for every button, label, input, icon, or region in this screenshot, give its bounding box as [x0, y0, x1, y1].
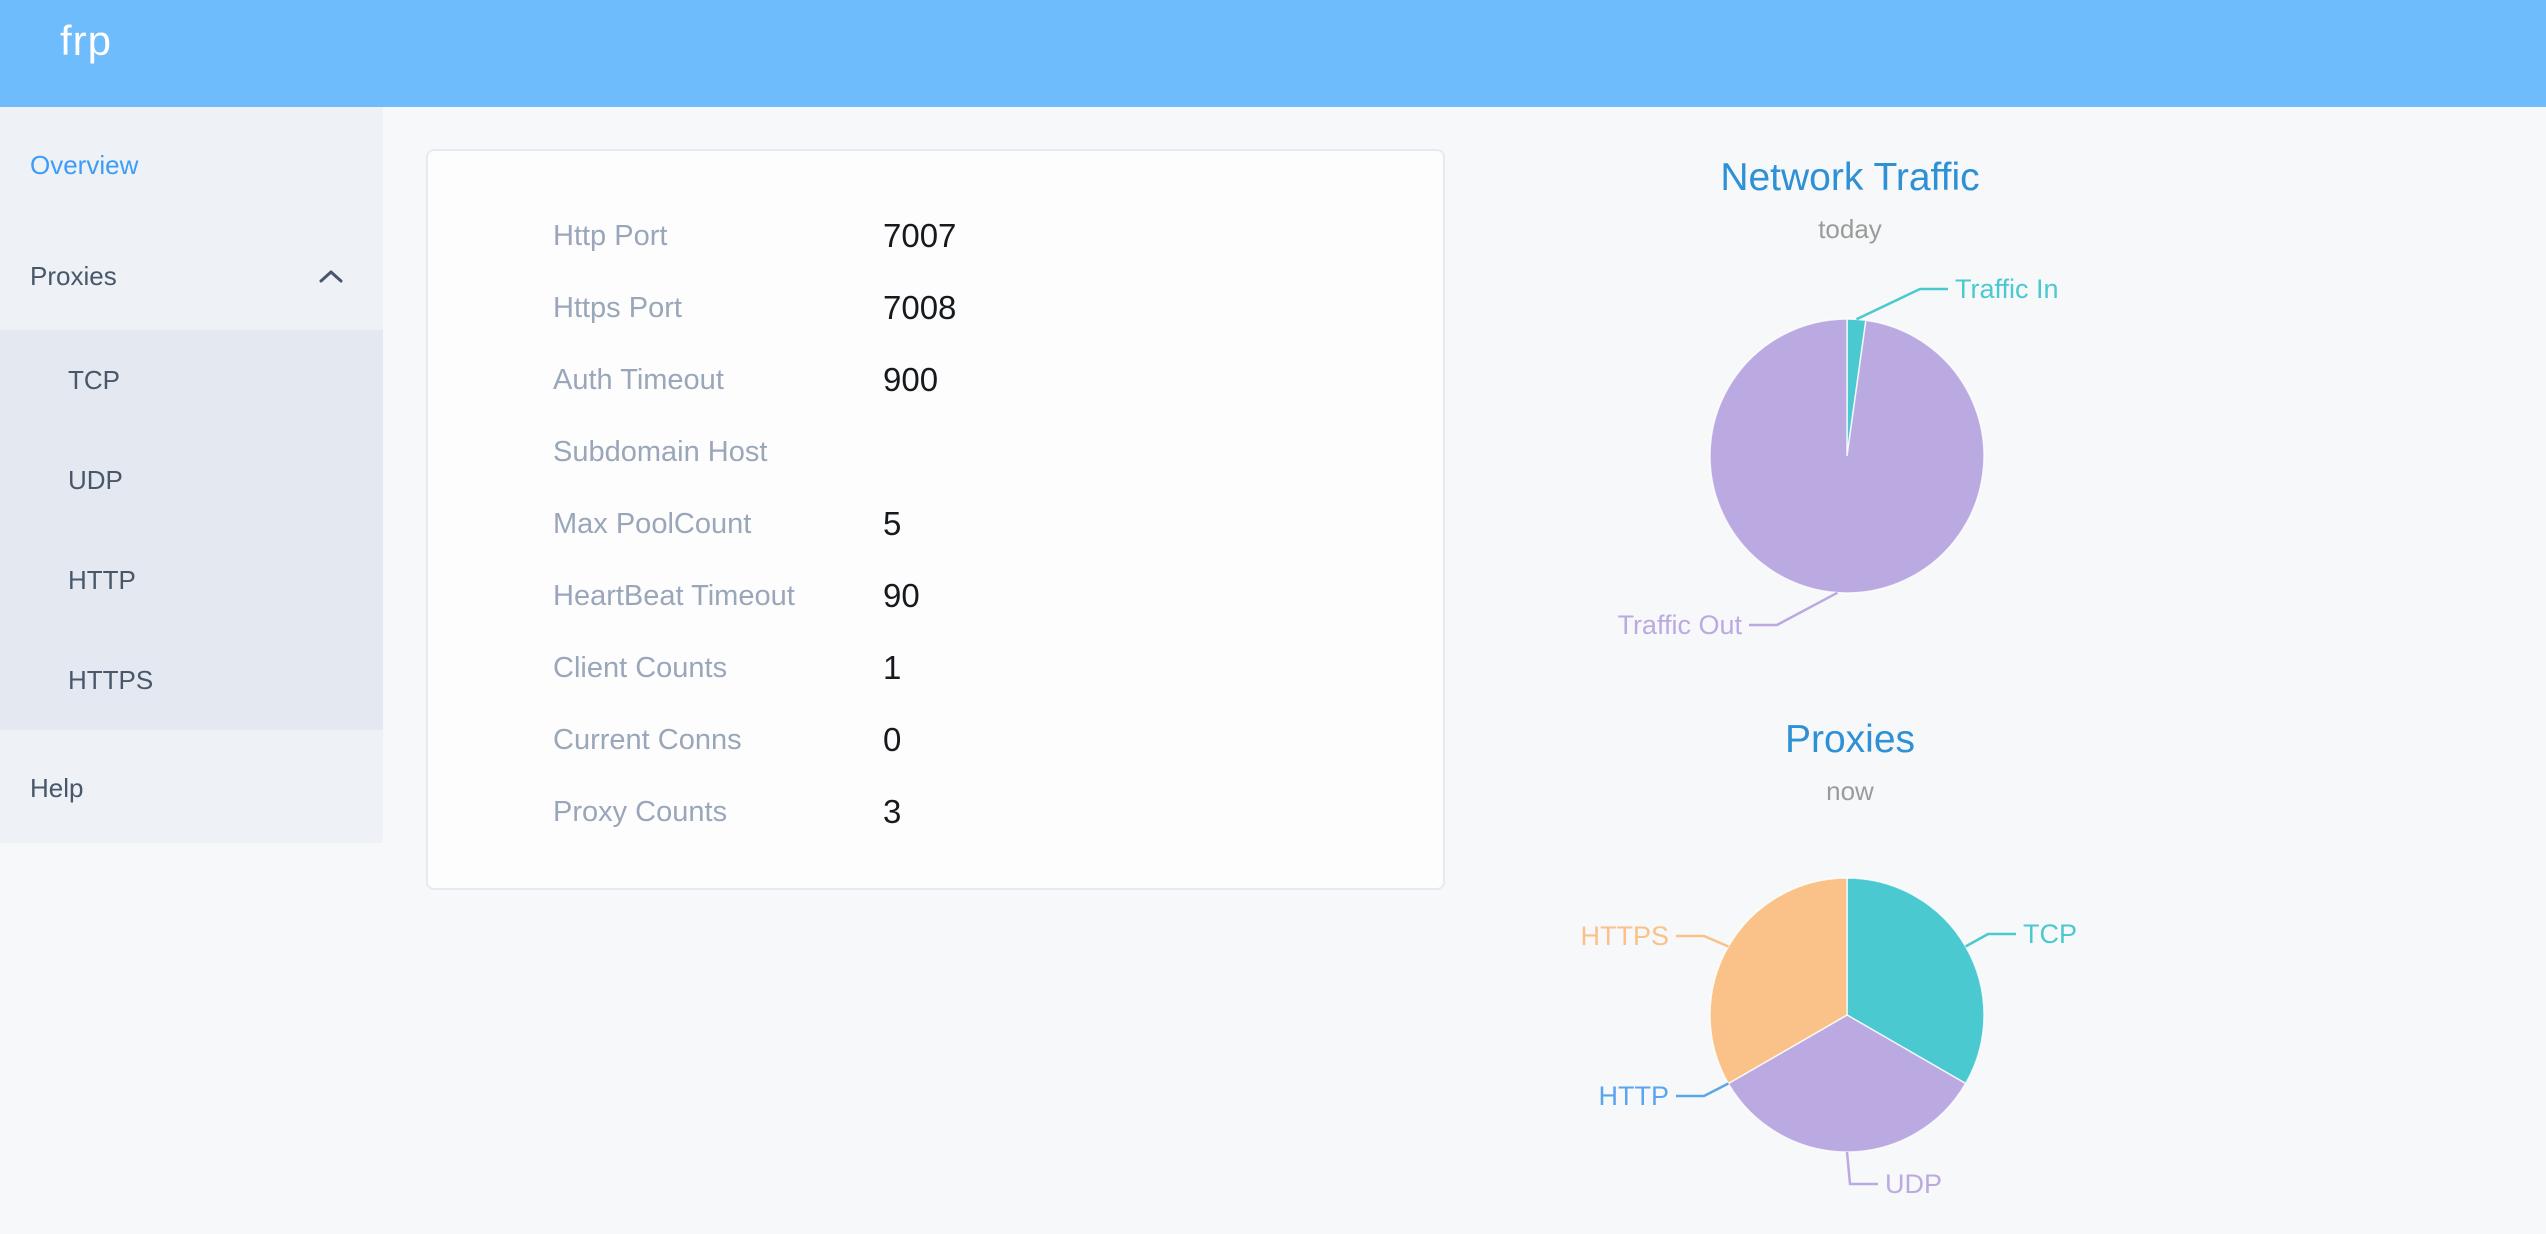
chart-title-proxies: Proxies	[1784, 718, 1916, 761]
proxies-pie-chart[interactable]: TCP UDP HTTP HTTPS	[1450, 820, 2250, 1234]
config-row: Proxy Counts 3	[428, 776, 1443, 848]
network-traffic-pie-chart[interactable]: Traffic In Traffic Out	[1450, 240, 2250, 660]
pie-label-traffic-in: Traffic In	[1955, 274, 2059, 304]
config-row: Https Port 7008	[428, 272, 1443, 344]
sidebar-item-tcp[interactable]: TCP	[68, 365, 120, 395]
pie-label-traffic-out: Traffic Out	[1617, 610, 1742, 640]
config-row: Max PoolCount 5	[428, 488, 1443, 560]
config-label: Client Counts	[553, 652, 728, 684]
config-value: 7007	[883, 217, 957, 254]
sidebar-item-http[interactable]: HTTP	[68, 565, 136, 595]
pie-label-line-udp	[1845, 1151, 1878, 1186]
config-value: 7008	[883, 289, 957, 326]
config-label: Current Conns	[553, 724, 742, 756]
chart-title-network-traffic: Network Traffic	[1720, 156, 1980, 199]
config-label: Https Port	[553, 292, 682, 324]
pie-label-line-https	[1676, 934, 1729, 948]
pie-label-tcp: TCP	[2023, 919, 2077, 949]
sidebar: Overview Proxies TCP UDP HTTP HTTPS Help	[0, 107, 383, 843]
sidebar-item-proxies-label: Proxies	[30, 261, 117, 291]
chevron-up-icon[interactable]	[319, 270, 343, 283]
pie-slice-traffic-out[interactable]	[1709, 318, 1985, 594]
config-row: Subdomain Host	[428, 416, 1443, 488]
config-value: 3	[883, 793, 902, 830]
config-value: 1	[883, 649, 902, 686]
pie-label-line-traffic-out	[1749, 591, 1839, 627]
config-row: Current Conns 0	[428, 704, 1443, 776]
config-row: Client Counts 1	[428, 632, 1443, 704]
chart-subtitle-today: today	[1818, 214, 1882, 244]
config-row: Http Port 7007	[428, 200, 1443, 272]
sidebar-item-https[interactable]: HTTPS	[68, 665, 154, 695]
sidebar-item-udp[interactable]: UDP	[68, 465, 123, 495]
config-row: HeartBeat Timeout 90	[428, 560, 1443, 632]
sidebar-item-proxies[interactable]: Proxies	[0, 220, 383, 332]
config-label: HeartBeat Timeout	[553, 580, 795, 612]
config-label: Proxy Counts	[553, 796, 728, 828]
config-row: Auth Timeout 900	[428, 344, 1443, 416]
config-value: 5	[883, 505, 902, 542]
config-label: Subdomain Host	[553, 436, 768, 468]
sidebar-submenu: TCP UDP HTTP HTTPS	[0, 330, 383, 730]
config-value: 0	[883, 721, 902, 758]
frp-logo: frp	[60, 17, 113, 64]
header: frp	[0, 0, 2546, 107]
pie-label-line-traffic-in	[1855, 287, 1948, 321]
pie-label-line-http	[1676, 1082, 1729, 1098]
pie-label-line-tcp	[1964, 932, 2016, 948]
config-label: Max PoolCount	[553, 508, 752, 540]
config-label: Http Port	[553, 220, 668, 252]
pie-label-udp: UDP	[1885, 1169, 1942, 1199]
config-value: 900	[883, 361, 939, 398]
config-value: 90	[883, 577, 920, 614]
config-label: Auth Timeout	[553, 364, 724, 396]
pie-label-http: HTTP	[1599, 1081, 1670, 1111]
chart-subtitle-now: now	[1826, 776, 1874, 806]
sidebar-item-help[interactable]: Help	[30, 773, 84, 803]
sidebar-item-overview[interactable]: Overview	[30, 150, 139, 180]
overview-card: Http Port 7007 Https Port 7008 Auth Time…	[426, 149, 1445, 890]
pie-label-https: HTTPS	[1580, 921, 1669, 951]
